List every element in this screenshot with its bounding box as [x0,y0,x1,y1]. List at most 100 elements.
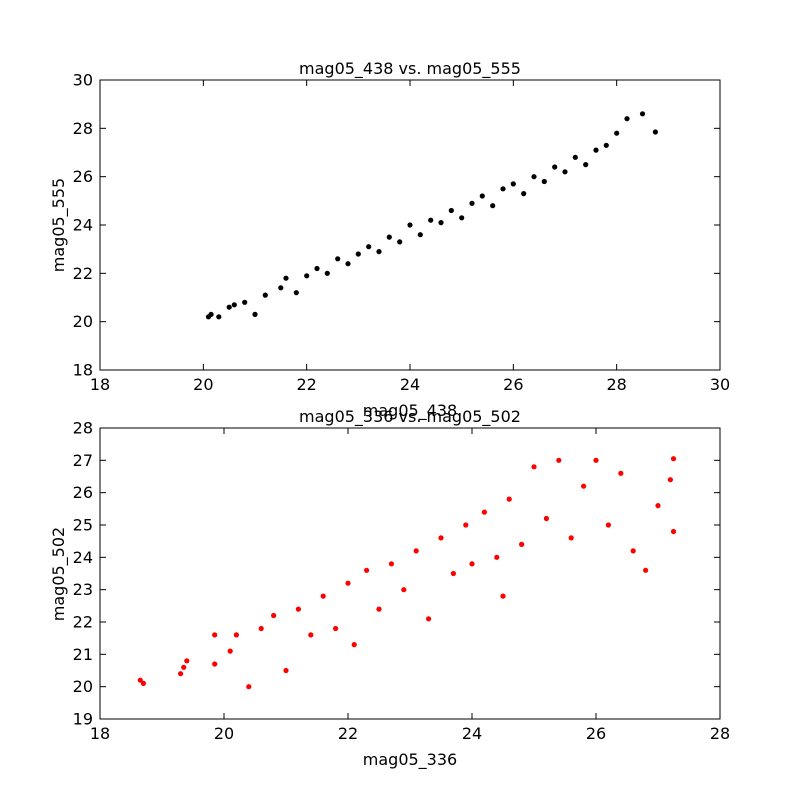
data-point [652,129,659,135]
plot-title: mag05_336 vs. mag05_502 [299,407,521,427]
data-point [510,181,516,187]
y-tick-label: 19 [73,710,93,729]
data-point [506,496,512,502]
data-point [226,304,232,310]
data-point [500,593,506,599]
data-point [283,667,289,674]
x-tick-label: 30 [710,375,730,394]
y-tick-label: 24 [73,548,93,567]
x-tick-label: 22 [338,724,358,743]
y-tick-label: 26 [73,167,93,186]
data-point [670,528,677,535]
data-point [366,244,372,250]
data-point [355,251,361,257]
x-tick-label: 20 [214,724,234,743]
data-point [233,632,239,638]
y-tick-label: 21 [73,645,93,664]
x-tick-label: 26 [586,724,606,743]
data-point [413,548,419,554]
y-tick-label: 27 [73,451,93,470]
data-point [552,164,558,170]
data-point [271,612,277,619]
data-point [426,616,432,622]
data-point [463,522,469,528]
data-points [137,456,677,690]
y-tick-label: 28 [73,419,93,438]
data-point [521,191,527,197]
y-tick-label: 26 [73,483,93,502]
data-point [364,567,370,573]
y-tick-label: 25 [73,516,93,535]
data-point [246,684,252,690]
x-tick-label: 18 [90,375,110,394]
data-point [670,456,677,462]
y-axis-ticks: 19 20 21 22 23 24 25 26 27 28 [73,419,720,729]
data-point [639,111,646,117]
data-point [624,116,630,122]
data-point [581,483,587,489]
data-point [531,464,537,470]
data-point [184,658,190,664]
data-point [643,567,649,573]
x-tick-label: 18 [90,724,110,743]
data-point [258,625,264,632]
y-tick-label: 20 [73,312,93,331]
y-tick-label: 20 [73,677,93,696]
data-point [231,302,237,308]
x-axis-label: mag05_336 [363,750,457,770]
data-point [593,457,599,463]
data-point [262,292,268,298]
data-point [603,142,609,148]
y-axis-label: mag05_502 [49,527,69,621]
x-tick-label: 24 [462,724,482,743]
data-point [428,217,434,223]
data-point [283,275,289,281]
data-point [351,642,357,648]
data-point [572,154,578,160]
data-point [469,561,475,567]
x-tick-label: 24 [400,375,420,394]
data-point [242,299,248,305]
data-point [252,311,258,317]
y-axis-ticks: 18 20 22 24 26 28 30 [73,71,720,380]
data-point [519,541,525,548]
data-point [137,677,143,683]
y-tick-label: 23 [73,580,93,599]
scatter-plot-top: mag05_438 vs. mag05_555 18 20 22 24 26 28 30 1… [49,59,730,421]
data-point [320,593,326,599]
data-point [324,270,330,276]
data-point [541,178,547,185]
data-point [593,147,599,153]
x-tick-label: 28 [710,724,730,743]
data-point [469,200,475,206]
data-point [376,249,382,255]
data-point [345,580,351,586]
plot-title: mag05_438 vs. mag05_555 [299,59,521,79]
data-point [376,606,382,612]
data-point [667,477,674,483]
data-point [543,515,550,522]
data-point [583,162,589,168]
data-point [556,457,562,463]
data-point [481,509,487,515]
data-point [278,285,284,291]
data-point [397,239,403,245]
data-point [401,587,407,593]
data-point [140,680,146,687]
data-point [388,561,394,567]
data-point [227,648,233,654]
data-point [304,273,310,279]
x-tick-label: 26 [503,375,523,394]
data-point [345,261,351,267]
y-tick-label: 22 [73,264,93,283]
data-point [178,671,184,677]
data-point [618,470,624,476]
data-point [490,203,496,209]
data-point [531,174,537,180]
data-point [494,554,500,560]
data-points [205,111,659,320]
y-axis-label: mag05_555 [49,178,69,272]
data-point [479,193,485,199]
data-point [562,169,568,175]
